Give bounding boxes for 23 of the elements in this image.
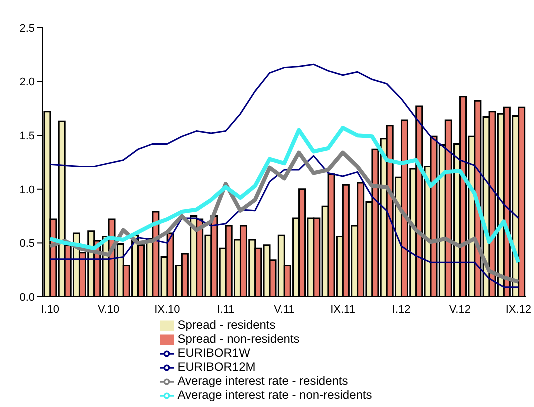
legend-label: EURIBOR1W: [178, 346, 250, 360]
x-tick-label: IX.12: [506, 304, 532, 316]
legend-label: Spread - residents: [178, 318, 276, 332]
legend-label: Spread - non-residents: [178, 332, 300, 346]
line-series: [48, 126, 521, 265]
x-tick-label: IX.10: [154, 304, 180, 316]
y-tick-label: 0.5: [20, 238, 35, 250]
line-series: [50, 64, 520, 220]
y-tick-label: 1.0: [20, 184, 35, 196]
x-tick-label: V.11: [274, 304, 295, 316]
legend-label: EURIBOR12M: [178, 360, 256, 374]
x-tick-label: I.11: [217, 304, 235, 316]
x-tick-label: I.10: [41, 304, 60, 316]
x-tick-label: V.12: [449, 304, 471, 316]
y-tick-label: 0.0: [20, 292, 35, 304]
x-tick-label: V.10: [98, 304, 120, 316]
legend-label: Average interest rate - non-residents: [178, 388, 372, 402]
y-tick-label: 1.5: [20, 130, 35, 143]
x-tick-label: I.12: [392, 304, 411, 316]
legend-label: Average interest rate - residents: [178, 374, 348, 388]
y-tick-label: 2.5: [20, 22, 35, 35]
x-tick-label: IX.11: [330, 304, 356, 316]
y-tick-label: 2.0: [20, 76, 35, 89]
